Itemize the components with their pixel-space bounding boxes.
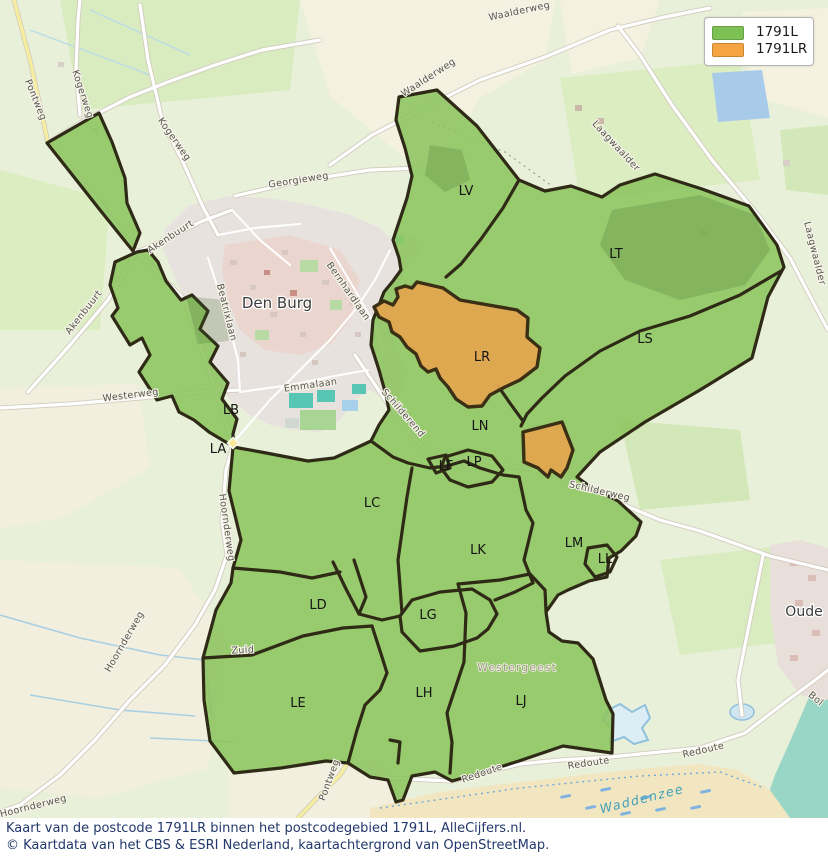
- region-1791l-main-polygon: [201, 88, 786, 804]
- legend-label-1791lr: 1791LR: [756, 41, 808, 58]
- street-label-zuid: Zuid: [231, 644, 254, 656]
- region-dividers: [201, 178, 783, 775]
- region-1791lr-main-polygon: [372, 280, 542, 409]
- legend-row-1791l: 1791L: [712, 26, 806, 40]
- beach-water-dashes: [560, 787, 712, 816]
- map-legend: 1791L 1791LR: [704, 17, 814, 66]
- region-label-ll: LL: [598, 552, 613, 567]
- road-junction-marker: [226, 436, 240, 450]
- region-1791l-northwest-polygon: [45, 111, 142, 253]
- area-label-westergeest: Westergeest: [477, 661, 557, 674]
- region-label-le: LE: [290, 696, 305, 711]
- map-caption: Kaart van de postcode 1791LR binnen het …: [0, 818, 828, 861]
- region-label-ld: LD: [309, 598, 326, 613]
- legend-swatch-orange: [712, 43, 744, 57]
- region-label-lv: LV: [459, 184, 474, 199]
- region-label-lk: LK: [470, 543, 486, 558]
- region-label-lc: LC: [364, 496, 380, 511]
- town-label-oude: Oude: [785, 604, 822, 620]
- postcode-region-1791lr: [372, 280, 575, 479]
- forest-overlays: [186, 145, 770, 344]
- region-label-lh: LH: [415, 686, 432, 701]
- caption-line-2: © Kaartdata van het CBS & ESRI Nederland…: [6, 837, 550, 853]
- postcode-region-1791l: [45, 88, 786, 804]
- region-label-lr: LR: [474, 350, 490, 365]
- region-label-ln: LN: [472, 419, 489, 434]
- map-svg: WaalderwegWaalderwegLaagwaalderLaagwaald…: [0, 0, 828, 818]
- region-label-lf: LF: [439, 459, 454, 474]
- region-label-lm: LM: [565, 536, 583, 551]
- region-label-lg: LG: [419, 608, 436, 623]
- town-streets: [207, 209, 391, 444]
- town-label-den-burg: Den Burg: [242, 294, 312, 312]
- region-label-lp: LP: [466, 455, 481, 470]
- region-label-la: LA: [210, 442, 227, 457]
- region-1791lr-east-polygon: [521, 420, 575, 479]
- legend-row-1791lr: 1791LR: [712, 41, 808, 58]
- legend-swatch-green: [712, 26, 744, 40]
- region-label-lj: LJ: [515, 694, 526, 709]
- legend-label-1791l: 1791L: [756, 24, 798, 41]
- pontweg-yellow-road: [12, 0, 354, 818]
- caption-line-1: Kaart van de postcode 1791LR binnen het …: [6, 821, 527, 836]
- sports-complex: [285, 384, 366, 430]
- region-label-lt: LT: [609, 247, 622, 262]
- region-label-ls: LS: [637, 332, 653, 347]
- map-canvas: Waalderweg Waalderweg Laagwaalder Laagwaald…: [0, 0, 828, 818]
- region-label-lb: LB: [223, 403, 239, 418]
